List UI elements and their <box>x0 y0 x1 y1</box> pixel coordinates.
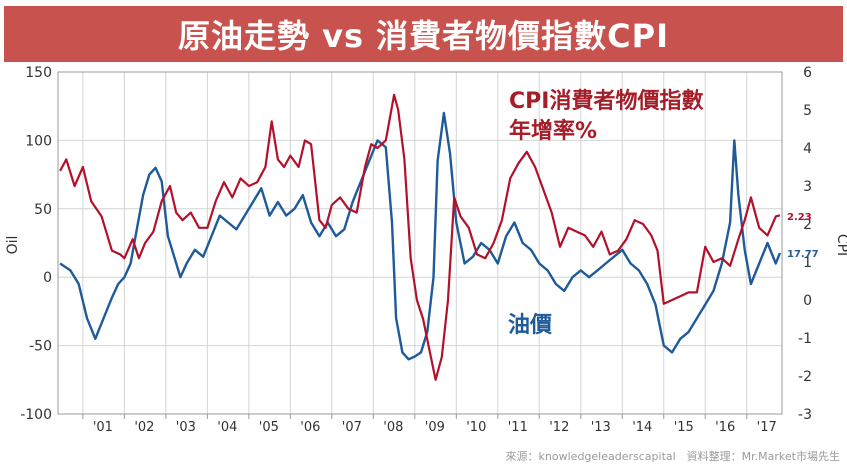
left-tick-label: 150 <box>25 65 52 81</box>
right-tick-label: 4 <box>803 141 812 157</box>
left-axis: 150 100 50 0 -50 -100 <box>20 65 52 423</box>
x-tick-label: '14 <box>632 420 652 435</box>
right-tick-label: 2 <box>803 217 812 233</box>
cpi-last-value: 2.23 <box>787 212 812 223</box>
left-axis-title: Oil <box>5 236 21 255</box>
right-axis: 6 5 4 3 2 1 0 -1 -2 -3 <box>798 65 812 423</box>
page-title: 原油走勢 vs 消費者物價指數CPI <box>177 17 670 55</box>
oil-series-line <box>59 111 782 361</box>
x-tick-label: '06 <box>300 420 320 435</box>
left-tick-label: -50 <box>29 339 52 355</box>
x-tick-label: '16 <box>715 420 735 435</box>
x-tick-label: '17 <box>757 420 777 435</box>
right-tick-label: 6 <box>803 65 812 81</box>
left-tick-label: 0 <box>43 270 52 286</box>
x-tick-label: '12 <box>549 420 569 435</box>
x-tick-label: '05 <box>259 420 279 435</box>
right-tick-label: 3 <box>803 179 812 195</box>
grid <box>58 71 782 415</box>
right-tick-label: 1 <box>803 255 812 271</box>
x-tick-label: '01 <box>93 420 113 435</box>
left-tick-label: -100 <box>20 407 52 423</box>
x-tick-label: '04 <box>217 420 237 435</box>
oil-annotation: 油價 <box>508 313 553 338</box>
right-tick-label: 5 <box>803 103 812 119</box>
right-tick-label: -1 <box>798 331 812 347</box>
x-tick-label: '10 <box>466 420 486 435</box>
x-tick-label: '02 <box>134 420 154 435</box>
plot-frame <box>57 71 783 415</box>
series <box>59 93 782 381</box>
left-tick-label: 100 <box>25 133 52 149</box>
source-note: 來源：knowledgeleaderscapital 資料整理：Mr.Marke… <box>505 450 840 463</box>
right-tick-label: -2 <box>798 369 812 385</box>
title-banner: 原油走勢 vs 消費者物價指數CPI <box>4 6 843 62</box>
x-tick-label: '15 <box>674 420 694 435</box>
right-axis-title: CPI <box>834 234 847 256</box>
x-tick-label: '07 <box>342 420 362 435</box>
x-tick-label: '09 <box>425 420 445 435</box>
x-tick-label: '08 <box>383 420 403 435</box>
x-tick-label: '03 <box>176 420 196 435</box>
x-axis: '01 '02 '03 '04 '05 '06 '07 '08 '09 '10 '11 '12 '13 '… <box>82 414 777 435</box>
right-tick-label: -3 <box>798 407 812 423</box>
cpi-annotation-line2: 年增率% <box>509 118 597 144</box>
right-tick-label: 0 <box>803 293 812 309</box>
oil-last-value: 17.77 <box>787 249 819 260</box>
cpi-series-line <box>59 93 781 381</box>
left-tick-label: 50 <box>34 202 52 218</box>
x-tick-label: '11 <box>508 420 528 435</box>
x-tick-label: '13 <box>591 420 611 435</box>
cpi-annotation-line1: CPI消費者物價指數 <box>509 88 703 114</box>
